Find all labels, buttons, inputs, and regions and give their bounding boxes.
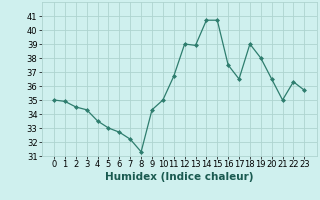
X-axis label: Humidex (Indice chaleur): Humidex (Indice chaleur) [105,172,253,182]
